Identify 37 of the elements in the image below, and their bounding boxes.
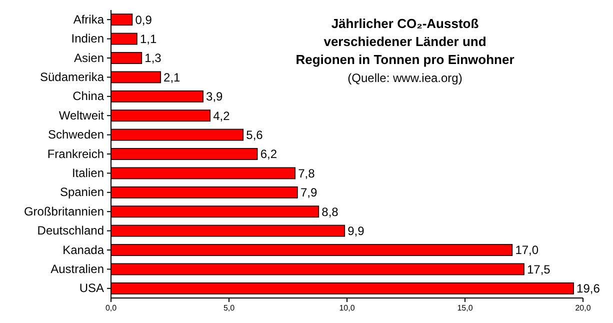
data-label: 1,1 <box>140 32 157 46</box>
y-tick-label: China <box>72 89 104 104</box>
text: Jährlicher CO₂-Ausstoß verschiedener Länder und Regionen in Tonnen pro Einwohner <box>296 16 514 67</box>
data-label: 17,0 <box>515 243 539 258</box>
data-label: 0,9 <box>135 12 152 27</box>
x-tick-label: 0,0 <box>105 304 118 313</box>
data-label: 6,2 <box>260 147 278 162</box>
data-label: 7,8 <box>298 166 316 180</box>
y-tick-label: Australien <box>50 262 104 276</box>
data-label: 7,9 <box>300 186 318 200</box>
data-label: 1,3 <box>144 51 162 66</box>
y-tick-label: Spanien <box>60 185 104 200</box>
data-label: 9,9 <box>348 224 365 238</box>
y-tick-label: Schweden <box>48 128 104 142</box>
data-label: 3,9 <box>206 90 224 104</box>
data-label: 19,6 <box>576 282 600 296</box>
y-tick-label: Asien <box>74 50 104 65</box>
data-label: 5,6 <box>246 128 264 142</box>
x-tick-label: 15,0 <box>457 304 474 313</box>
y-tick-label: Italien <box>72 166 104 180</box>
x-tick-label: 20,0 <box>575 304 592 313</box>
y-tick-label: Kanada <box>62 242 104 257</box>
data-label: 4,2 <box>213 108 230 123</box>
y-tick-label: Deutschland <box>37 224 104 238</box>
x-tick-label: 5,0 <box>223 304 236 313</box>
y-tick-label: Weltweit <box>58 108 105 122</box>
y-tick-label: Indien <box>71 32 104 46</box>
annotation: (Quelle: www.iea.org) <box>348 71 462 85</box>
data-label: 8,8 <box>322 204 339 219</box>
data-label: 2,1 <box>164 70 181 84</box>
y-tick-label: Frankreich <box>47 146 104 161</box>
y-tick-label: Großbritannien <box>24 204 104 218</box>
x-tick-label: 10,0 <box>339 304 356 313</box>
y-tick-label: Afrika <box>73 12 104 26</box>
data-label: 17,5 <box>527 262 551 276</box>
y-tick-label: USA <box>79 281 104 296</box>
y-tick-label: Südamerika <box>40 70 104 84</box>
